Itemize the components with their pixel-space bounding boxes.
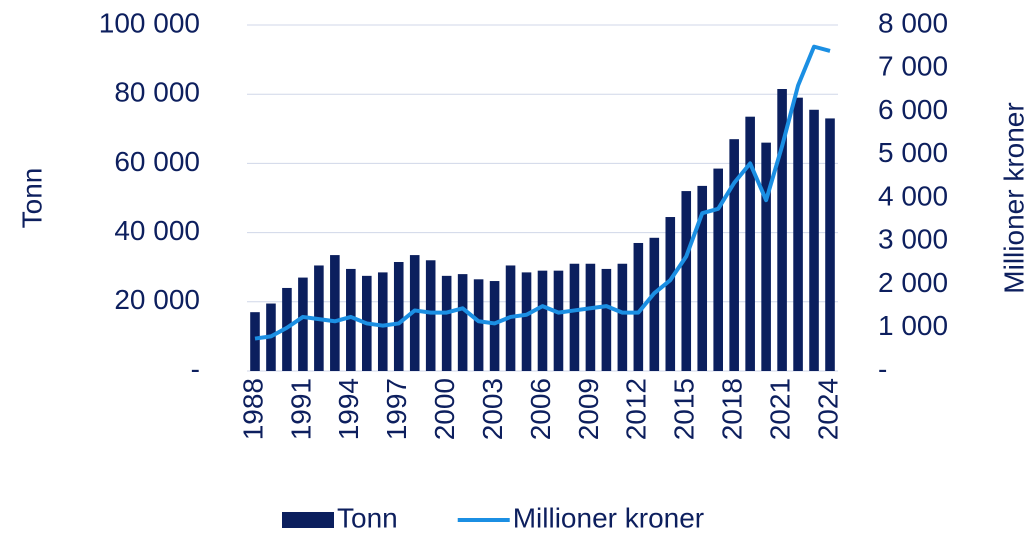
legend-swatch bbox=[282, 512, 334, 528]
bar bbox=[665, 217, 676, 371]
bar bbox=[473, 279, 484, 371]
y2-tick-label: 6 000 bbox=[878, 94, 948, 125]
bar bbox=[489, 281, 500, 371]
bar bbox=[809, 109, 819, 372]
y-tick-label: 60 000 bbox=[114, 146, 200, 177]
y2-tick-label: 2 000 bbox=[878, 267, 948, 298]
y-tick-label: 80 000 bbox=[114, 77, 200, 108]
bar bbox=[409, 255, 420, 371]
bar bbox=[393, 262, 404, 371]
legend-label: Millioner kroner bbox=[513, 502, 704, 533]
bar bbox=[761, 142, 771, 371]
y-tick-label: 40 000 bbox=[114, 215, 200, 246]
bar bbox=[425, 260, 436, 371]
bar bbox=[729, 139, 739, 371]
bar bbox=[713, 168, 723, 371]
x-tick-label: 2000 bbox=[429, 378, 460, 440]
y-axis-title: Tonn bbox=[16, 168, 47, 229]
bar bbox=[793, 97, 803, 371]
x-tick-label: 1994 bbox=[333, 378, 364, 440]
bar bbox=[441, 275, 452, 371]
bar bbox=[697, 185, 708, 371]
x-tick-label: 2003 bbox=[477, 378, 508, 440]
x-tick-label: 1988 bbox=[237, 378, 268, 440]
bar bbox=[585, 263, 596, 371]
y-tick-label: 20 000 bbox=[114, 284, 200, 315]
x-tick-label: 2012 bbox=[621, 378, 652, 440]
y2-tick-label: - bbox=[878, 353, 887, 384]
bar bbox=[521, 272, 532, 371]
y2-tick-label: 8 000 bbox=[878, 7, 948, 38]
bar bbox=[457, 274, 468, 371]
bar bbox=[825, 118, 835, 371]
bar bbox=[633, 242, 644, 371]
y2-tick-label: 5 000 bbox=[878, 137, 948, 168]
y-tick-label: 100 000 bbox=[99, 7, 200, 38]
x-tick-label: 2021 bbox=[764, 378, 795, 440]
bar bbox=[250, 312, 260, 371]
bar bbox=[745, 116, 755, 371]
x-tick-label: 1997 bbox=[381, 378, 412, 440]
legend-label: Tonn bbox=[337, 502, 398, 533]
x-tick-label: 2024 bbox=[812, 378, 843, 440]
line bbox=[254, 44, 831, 341]
bar bbox=[681, 191, 692, 371]
x-tick-label: 2006 bbox=[525, 378, 556, 440]
bar bbox=[777, 89, 787, 371]
bar bbox=[617, 263, 628, 371]
y2-tick-label: 3 000 bbox=[878, 224, 948, 255]
bar bbox=[377, 272, 388, 371]
bar bbox=[346, 268, 356, 371]
y-tick-label: - bbox=[191, 353, 200, 384]
y2-tick-label: 7 000 bbox=[878, 51, 948, 82]
bar bbox=[569, 263, 580, 371]
bar bbox=[537, 270, 548, 371]
x-tick-label: 2015 bbox=[669, 378, 700, 440]
bar bbox=[601, 268, 612, 371]
bar bbox=[649, 237, 660, 371]
bar bbox=[298, 277, 308, 371]
bar bbox=[330, 255, 340, 371]
y2-axis-title: Millioner kroner bbox=[998, 102, 1029, 293]
x-tick-label: 1991 bbox=[285, 378, 316, 440]
x-tick-label: 2018 bbox=[717, 378, 748, 440]
x-tick-label: 2009 bbox=[573, 378, 604, 440]
bar bbox=[553, 270, 564, 371]
y2-tick-label: 1 000 bbox=[878, 310, 948, 341]
y2-tick-label: 4 000 bbox=[878, 180, 948, 211]
